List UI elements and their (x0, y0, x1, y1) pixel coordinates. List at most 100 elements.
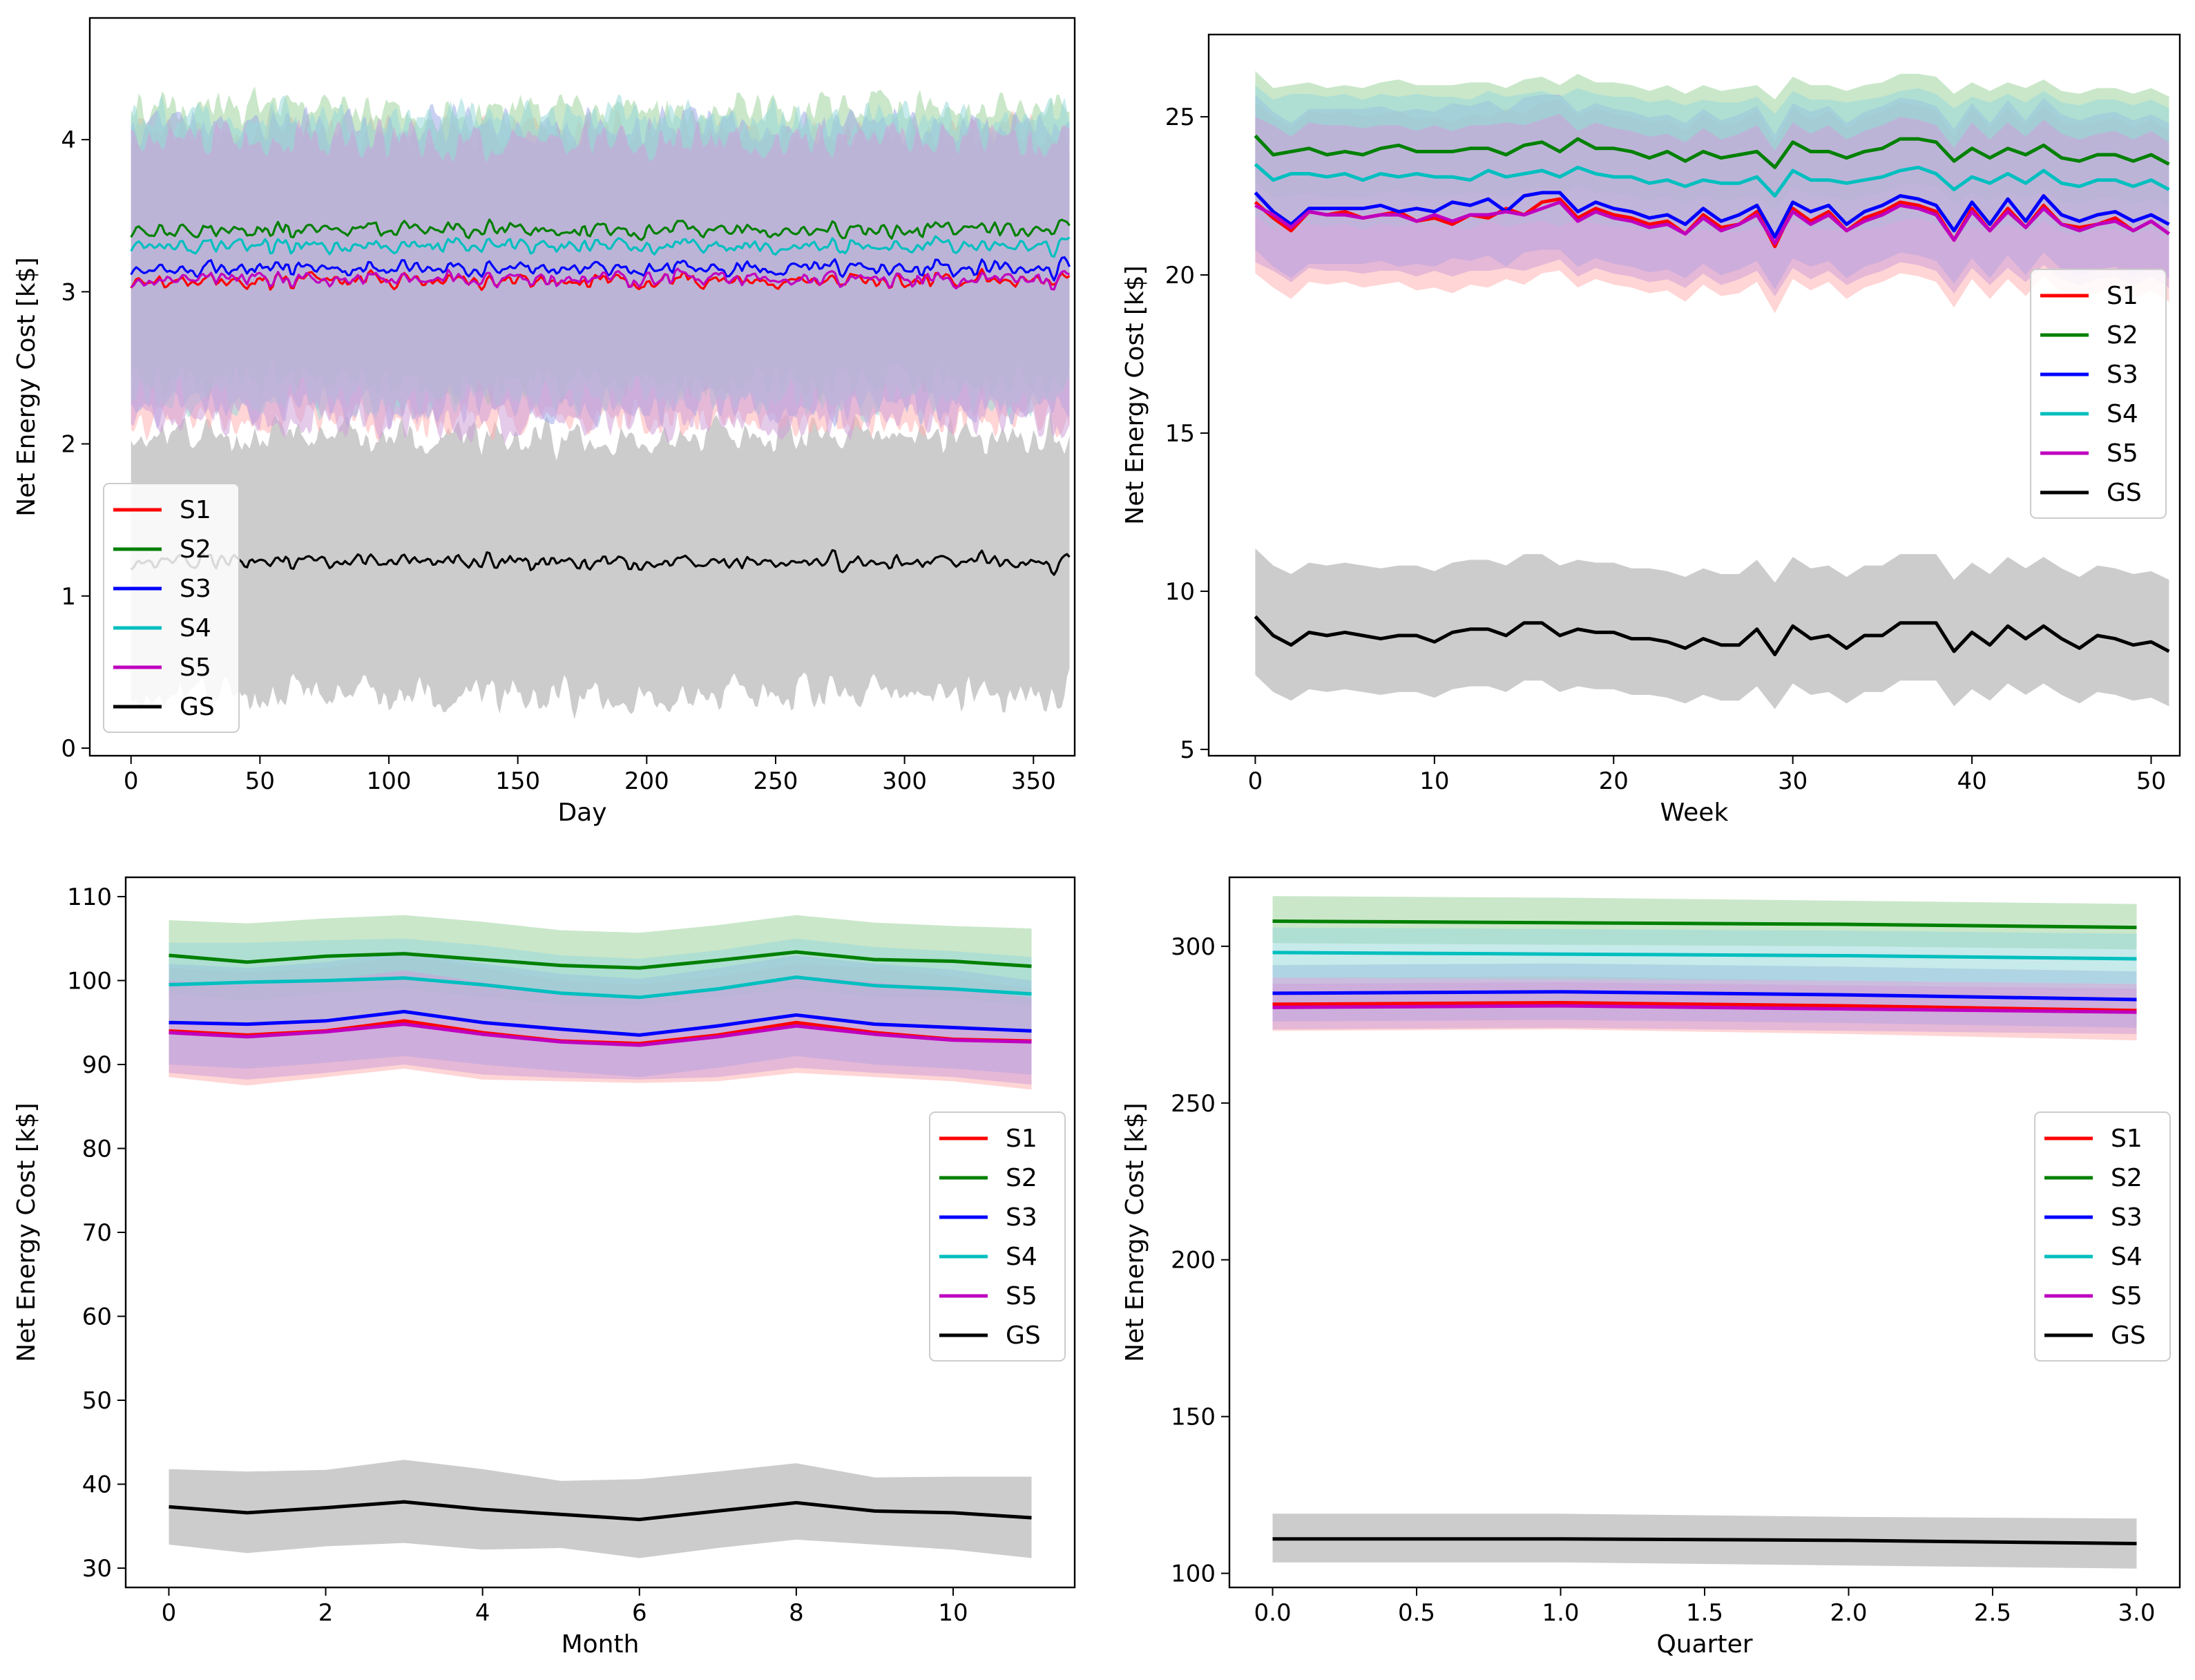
y-tick-label: 15 (1165, 420, 1195, 448)
band-s5 (131, 118, 1070, 444)
y-axis-label: Net Energy Cost [k$] (12, 257, 41, 516)
legend-label-s1: S1 (2107, 282, 2138, 310)
legend-label-s5: S5 (2111, 1282, 2143, 1310)
y-tick-label: 90 (82, 1051, 112, 1079)
chart-panel-month: 0 2 4 6 8 10 30 40 50 60 70 80 90 100 110 Month Net Ener… (12, 876, 1076, 1659)
band-gs (131, 410, 1070, 720)
x-tick-label: 150 (495, 767, 540, 795)
legend-label-s2: S2 (180, 535, 211, 564)
legend-label-gs: GS (2107, 479, 2142, 507)
series-line-s2 (1254, 134, 2170, 169)
y-axis-label: Net Energy Cost [k$] (1121, 1102, 1149, 1362)
legend: S1 S2 S3 S4 S5 GS (103, 483, 240, 733)
x-tick-label: 20 (1599, 767, 1629, 795)
x-tick-label: 4 (475, 1599, 490, 1627)
series-line-s2 (169, 950, 1032, 970)
chart-panel-week: 0 10 20 30 40 50 5 10 15 20 25 Week Net Energy Cost … (1121, 33, 2181, 827)
x-tick-label: 350 (1011, 767, 1056, 795)
legend-label-s4: S4 (2107, 400, 2138, 428)
legend-label-s1: S1 (2111, 1125, 2143, 1153)
legend-label-s5: S5 (1006, 1282, 1037, 1310)
plot-frame (1207, 33, 2181, 757)
chart-panel-quarter: 0.0 0.5 1.0 1.5 2.0 2.5 3.0 100 150 200 250 300 Quar… (1121, 876, 2181, 1659)
y-tick-label: 100 (67, 967, 112, 995)
series-line-s4 (169, 975, 1032, 1000)
chart-panel-day: 0 50 100 150 200 250 300 350 0 1 2 3 4 Day Net Energy … (12, 17, 1076, 827)
x-axis-label: Month (562, 1630, 640, 1659)
legend-box (103, 483, 240, 733)
plot-area (130, 86, 1071, 720)
x-tick-label: 40 (1957, 767, 1986, 795)
legend-label-s5: S5 (2107, 439, 2138, 468)
legend-label-gs: GS (2111, 1321, 2146, 1350)
x-tick-label: 10 (938, 1599, 968, 1627)
legend-label-s3: S3 (2107, 361, 2138, 389)
legend-box (2030, 269, 2167, 519)
plot-area (169, 915, 1032, 1558)
legend-label-s2: S2 (2111, 1164, 2143, 1192)
x-tick-label: 200 (624, 767, 669, 795)
x-tick-label: 50 (245, 767, 275, 795)
series-line-s3 (169, 1009, 1032, 1037)
y-tick-label: 30 (82, 1555, 112, 1583)
y-tick-label: 70 (82, 1219, 112, 1247)
series-line-gs (130, 549, 1071, 576)
legend-label-s1: S1 (1006, 1125, 1037, 1153)
y-tick-label: 4 (61, 126, 76, 154)
legend: S1 S2 S3 S4 S5 GS (929, 1111, 1066, 1362)
x-tick-label: 0 (124, 767, 139, 795)
series-line-s4 (1272, 951, 2137, 961)
band-gs (169, 1460, 1032, 1558)
y-tick-label: 300 (1171, 933, 1216, 961)
x-tick-label: 2 (318, 1599, 334, 1627)
legend: S1 S2 S3 S4 S5 GS (2034, 1111, 2171, 1362)
legend-label-s1: S1 (180, 496, 211, 524)
band-s5 (169, 970, 1032, 1085)
legend-label-s2: S2 (1006, 1164, 1037, 1192)
y-tick-label: 5 (1180, 736, 1195, 764)
y-tick-label: 200 (1171, 1247, 1216, 1275)
x-tick-label: 2.5 (1974, 1599, 2011, 1627)
y-tick-label: 110 (67, 884, 112, 911)
legend-label-s3: S3 (2111, 1203, 2143, 1232)
x-tick-label: 50 (2136, 767, 2166, 795)
y-tick-label: 100 (1171, 1560, 1216, 1588)
series-line-s2 (130, 218, 1071, 241)
series-line-s5 (169, 1022, 1032, 1047)
series-line-s2 (1272, 919, 2137, 930)
legend-label-gs: GS (180, 693, 215, 721)
x-tick-label: 1.0 (1542, 1599, 1579, 1627)
plot-area (1254, 70, 2170, 709)
x-tick-label: 3.0 (2118, 1599, 2155, 1627)
y-tick-label: 3 (61, 278, 76, 306)
series-line-s3 (130, 256, 1071, 282)
y-tick-label: 25 (1165, 104, 1195, 131)
plot-area (1272, 896, 2137, 1569)
y-tick-label: 150 (1171, 1404, 1216, 1431)
y-tick-label: 1 (61, 583, 76, 611)
x-tick-label: 250 (754, 767, 798, 795)
x-tick-label: 0 (1248, 767, 1263, 795)
y-axis-label: Net Energy Cost [k$] (1121, 265, 1149, 524)
series-line-gs (1272, 1537, 2137, 1545)
series-line-s1 (1272, 1001, 2137, 1013)
x-tick-label: 10 (1419, 767, 1449, 795)
x-tick-label: 6 (632, 1599, 647, 1627)
x-tick-label: 30 (1778, 767, 1808, 795)
legend-label-s5: S5 (180, 653, 211, 682)
x-tick-label: 0 (162, 1599, 177, 1627)
y-tick-label: 2 (61, 431, 76, 459)
y-tick-label: 60 (82, 1304, 112, 1331)
x-tick-label: 8 (789, 1599, 804, 1627)
plot-frame (88, 17, 1076, 757)
legend-label-gs: GS (1006, 1321, 1041, 1350)
x-tick-label: 2.0 (1830, 1599, 1867, 1627)
legend-label-s2: S2 (2107, 321, 2138, 350)
x-axis-label: Day (557, 799, 606, 827)
x-tick-label: 0.0 (1254, 1599, 1292, 1627)
y-tick-label: 10 (1165, 578, 1195, 606)
series-line-s5 (1272, 1004, 2137, 1014)
x-tick-label: 100 (367, 767, 412, 795)
legend-box (929, 1111, 1066, 1362)
